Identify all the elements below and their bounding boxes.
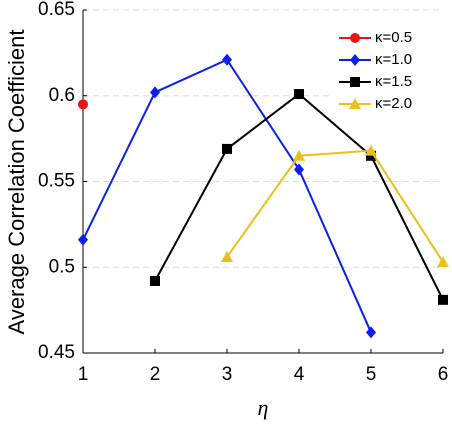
marker (294, 89, 304, 100)
legend-marker (350, 33, 360, 43)
x-tick-label: 6 (438, 364, 449, 385)
series-line (82, 58, 372, 333)
y-tick-label: 0.5 (49, 256, 75, 277)
x-tick-label: 3 (222, 364, 233, 385)
marker (78, 99, 88, 110)
marker (221, 250, 233, 262)
legend-label: κ=0.5 (375, 29, 412, 46)
x-tick-label: 5 (366, 364, 377, 385)
marker (150, 86, 160, 99)
marker (366, 150, 376, 161)
marker (150, 275, 160, 286)
x-tick-label: 2 (150, 364, 161, 385)
marker (366, 326, 376, 339)
y-tick-label: 0.65 (38, 0, 75, 20)
legend-marker (350, 77, 360, 87)
marker (78, 233, 88, 246)
y-axis-label: Average Correlation Coefficient (4, 30, 29, 335)
y-tick-label: 0.55 (38, 171, 75, 192)
marker (365, 144, 377, 156)
legend-label: κ=2.0 (375, 95, 412, 112)
marker (222, 53, 232, 66)
marker (294, 163, 304, 176)
legend-label: κ=1.5 (375, 73, 412, 90)
marker (437, 256, 449, 268)
marker (222, 143, 232, 154)
x-tick-label: 4 (294, 364, 305, 385)
legend-label: κ=1.0 (375, 51, 412, 68)
y-tick-label: 0.6 (49, 85, 75, 106)
marker (438, 294, 448, 305)
x-tick-label: 1 (78, 364, 89, 385)
x-axis-label: η (258, 395, 269, 420)
legend-marker (349, 98, 361, 109)
series-line (226, 149, 444, 263)
marker (293, 149, 305, 161)
legend-marker (350, 54, 360, 66)
y-tick-label: 0.45 (38, 342, 75, 363)
